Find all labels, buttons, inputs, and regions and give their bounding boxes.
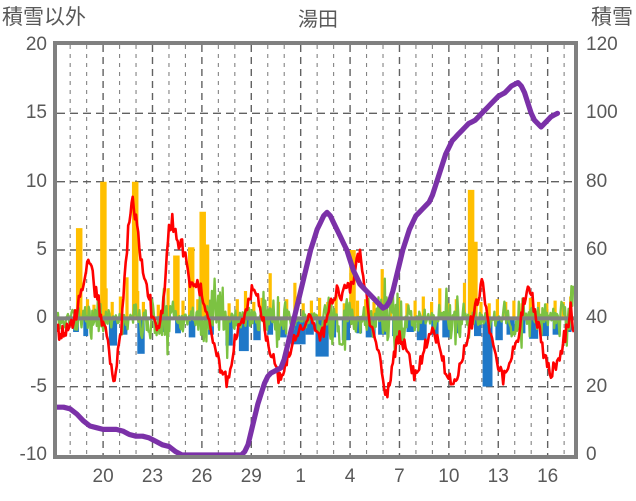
y-left-tick: 20	[25, 34, 47, 55]
x-tick: 16	[537, 466, 559, 487]
x-tick: 13	[487, 466, 509, 487]
y-right-tick: 60	[586, 239, 608, 260]
y-left-tick: 5	[36, 239, 47, 260]
sunshine-bar	[541, 318, 549, 337]
x-tick: 29	[240, 466, 262, 487]
sunshine-bar	[416, 318, 427, 341]
sunshine-bar	[83, 318, 89, 337]
sunshine-bar	[121, 318, 128, 335]
y-left-tick: 0	[36, 307, 47, 329]
sunshine-bar	[225, 318, 233, 346]
temperature-line	[57, 195, 574, 399]
left-axis-title: 積雪以外	[2, 6, 86, 29]
sunshine-bar	[108, 318, 118, 346]
chart-svg	[57, 45, 574, 455]
y-left-tick: -5	[30, 375, 47, 397]
sunshine-bar	[474, 318, 482, 337]
snow-depth-line	[57, 80, 561, 455]
x-tick: 20	[92, 466, 114, 487]
right-axis-title: 積雪	[591, 6, 633, 29]
sunshine-bar	[552, 318, 561, 335]
x-tick: 10	[438, 466, 460, 487]
x-tick: 23	[141, 466, 164, 487]
x-tick: 26	[191, 466, 213, 487]
sunshine-bar	[267, 318, 274, 335]
y-left-tick: -10	[19, 444, 47, 465]
y-right-tick: 0	[586, 444, 597, 465]
x-tick: 4	[344, 466, 356, 487]
sunshine-bar	[365, 318, 376, 338]
plot-area	[53, 41, 578, 459]
x-tick: 7	[394, 466, 405, 487]
y-right-tick: 120	[586, 34, 618, 55]
chart-title: 湯田	[298, 9, 338, 31]
sunshine-bar	[305, 318, 314, 335]
sunshine-bar	[175, 318, 181, 334]
x-tick: 1	[295, 466, 306, 487]
plot-canvas	[57, 45, 574, 455]
sunshine-bar	[188, 318, 196, 338]
sunshine-bar	[406, 318, 414, 332]
snow-depth-series	[57, 80, 561, 455]
y-right-tick: 80	[586, 170, 608, 192]
sunshine-bar	[529, 318, 539, 339]
sunshine-bar	[482, 318, 493, 387]
y-left-tick: 10	[25, 170, 47, 192]
sunshine-bar	[495, 318, 503, 341]
temperature-series	[57, 195, 574, 399]
y-right-tick: 40	[586, 307, 608, 329]
y-right-tick: 100	[586, 102, 618, 124]
y-right-tick: 20	[586, 375, 608, 397]
y-left-tick: 15	[25, 102, 47, 124]
sunshine-bar	[442, 318, 451, 338]
sunshine-bar	[238, 318, 249, 352]
